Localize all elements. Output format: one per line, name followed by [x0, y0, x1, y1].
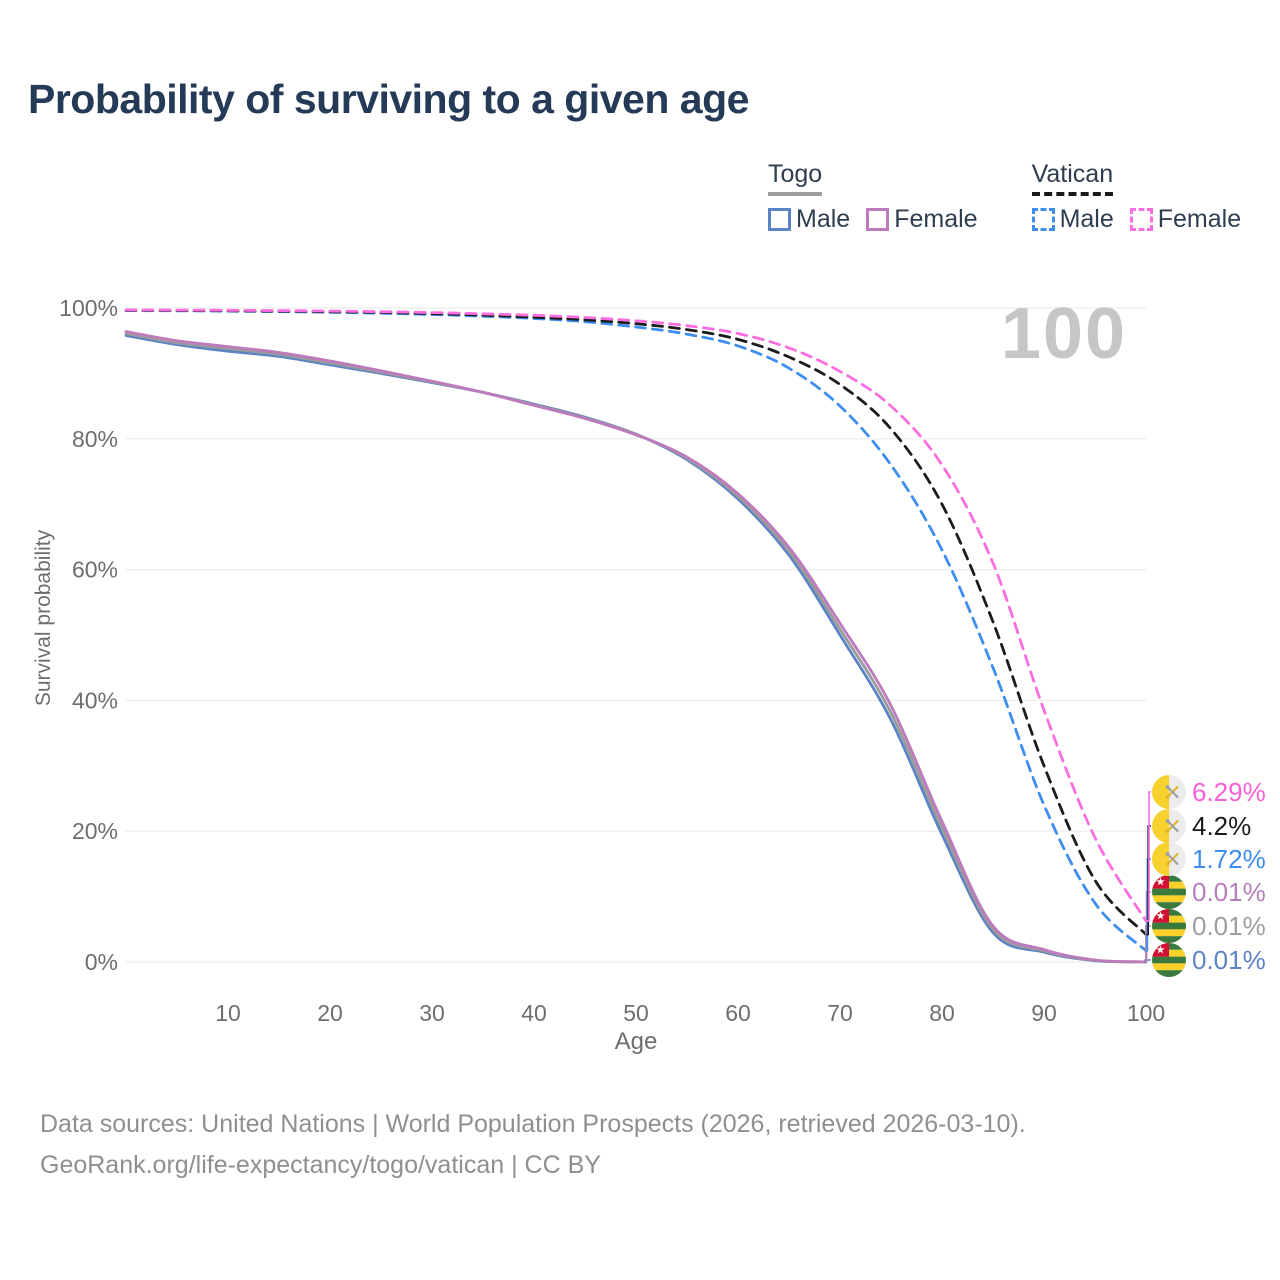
x-axis-title: Age: [614, 1028, 658, 1055]
footer: Data sources: United Nations | World Pop…: [40, 1104, 1026, 1186]
togo-flag-icon: [1152, 909, 1186, 943]
end-label-row-togo-female: 0.01%: [1152, 875, 1266, 909]
y-tick-label: 80%: [72, 426, 118, 452]
end-label-leader-line: [1146, 791, 1151, 922]
curve-togo-combined[interactable]: [124, 332, 1148, 964]
vatican-female-swatch-icon: [1129, 208, 1153, 231]
x-tick-label: 20: [317, 1000, 343, 1026]
y-tick-label: 0%: [85, 949, 118, 975]
footer-sources-line: Data sources: United Nations | World Pop…: [40, 1110, 1026, 1138]
vatican-flag-icon: [1152, 809, 1186, 843]
x-tick-label: 30: [419, 1000, 445, 1026]
x-tick-label: 60: [725, 1000, 751, 1026]
legend-item-label: Male: [1059, 205, 1114, 233]
end-label-value: 4.2%: [1192, 810, 1252, 841]
x-tick-label: 70: [827, 1000, 853, 1026]
vatican-male-swatch-icon: [1031, 208, 1055, 231]
curve-togo-female[interactable]: [124, 330, 1148, 964]
y-tick-label: 100%: [59, 295, 118, 321]
legend-item-label: Male: [796, 205, 851, 233]
legend-group-vatican: Vatican Male Female: [1031, 160, 1258, 234]
end-label-value: 0.01%: [1192, 876, 1266, 907]
legend-item-togo-male[interactable]: Male: [768, 205, 850, 234]
x-tick-label: 50: [623, 1000, 649, 1026]
end-label-row-togo-male: 0.01%: [1152, 943, 1266, 977]
footer-url-line: GeoRank.org/life-expectancy/togo/vatican…: [40, 1151, 601, 1179]
curve-vatican-combined[interactable]: [124, 308, 1148, 936]
end-label-value: 0.01%: [1192, 910, 1266, 941]
curve-vatican-female[interactable]: [124, 308, 1148, 923]
end-label-value: 0.01%: [1192, 944, 1266, 975]
end-label-row-vatican-male: 1.72%: [1152, 842, 1266, 876]
y-axis-title: Survival probability: [32, 529, 55, 707]
legend: Togo Male Female Vatican Male: [768, 160, 1257, 234]
legend-item-label: Female: [1157, 205, 1242, 233]
y-tick-label: 60%: [72, 557, 118, 583]
y-tick-label: 40%: [72, 687, 118, 713]
end-label-row-vatican-combined: 4.2%: [1152, 809, 1251, 843]
curve-vatican-male[interactable]: [124, 309, 1148, 953]
togo-flag-icon: [1152, 943, 1186, 977]
x-tick-label: 80: [929, 1000, 955, 1026]
legend-item-vatican-female[interactable]: Female: [1129, 205, 1242, 234]
vatican-flag-icon: [1152, 842, 1186, 876]
end-label-row-togo-combined: 0.01%: [1152, 909, 1266, 943]
y-tick-label: 20%: [72, 818, 118, 844]
curve-togo-male[interactable]: [124, 334, 1148, 964]
page-title: Probability of surviving to a given age: [28, 76, 749, 122]
legend-item-label: Female: [894, 205, 978, 233]
x-tick-label: 90: [1031, 1000, 1057, 1026]
togo-flag-icon: [1152, 875, 1186, 909]
legend-group-togo-header[interactable]: Togo: [768, 160, 823, 196]
legend-group-vatican-items: Male Female: [1031, 205, 1258, 234]
vatican-flag-icon: [1152, 775, 1186, 809]
legend-group-vatican-header[interactable]: Vatican: [1031, 160, 1114, 196]
end-label-value: 6.29%: [1192, 776, 1266, 807]
x-tick-label: 10: [215, 1000, 241, 1026]
end-label-value: 1.72%: [1192, 843, 1266, 874]
age-watermark: 100: [1000, 294, 1127, 374]
x-tick-label: 40: [521, 1000, 547, 1026]
x-tick-label: 100: [1127, 1000, 1165, 1026]
legend-group-togo: Togo Male Female: [768, 160, 994, 234]
togo-female-swatch-icon: [866, 208, 890, 231]
legend-item-vatican-male[interactable]: Male: [1031, 205, 1114, 234]
togo-male-swatch-icon: [768, 208, 791, 231]
legend-group-togo-items: Male Female: [768, 205, 994, 234]
legend-item-togo-female[interactable]: Female: [866, 205, 978, 234]
end-label-row-vatican-female: 6.29%: [1152, 775, 1266, 809]
